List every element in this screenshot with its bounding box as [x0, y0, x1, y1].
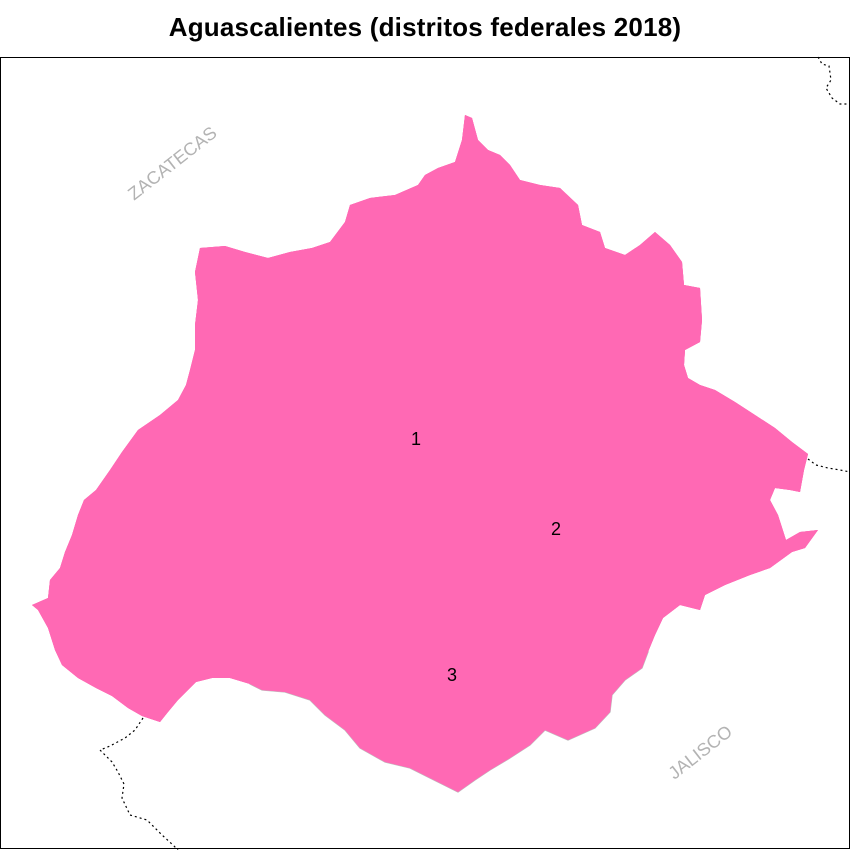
neighbor-border-southwest: [98, 717, 179, 850]
district-2-label: 2: [551, 519, 561, 539]
district-3-label: 3: [447, 665, 457, 685]
district-1-label: 1: [411, 429, 421, 449]
neighbor-border-northeast: [817, 56, 850, 105]
neighbor-label-zacatecas: ZACATECAS: [124, 123, 220, 204]
neighbor-label-jalisco: JALISCO: [665, 721, 736, 783]
map-title: Aguascalientes (distritos federales 2018…: [168, 12, 682, 42]
state-border-inner: [31, 114, 819, 793]
neighbor-border-east: [807, 458, 850, 473]
